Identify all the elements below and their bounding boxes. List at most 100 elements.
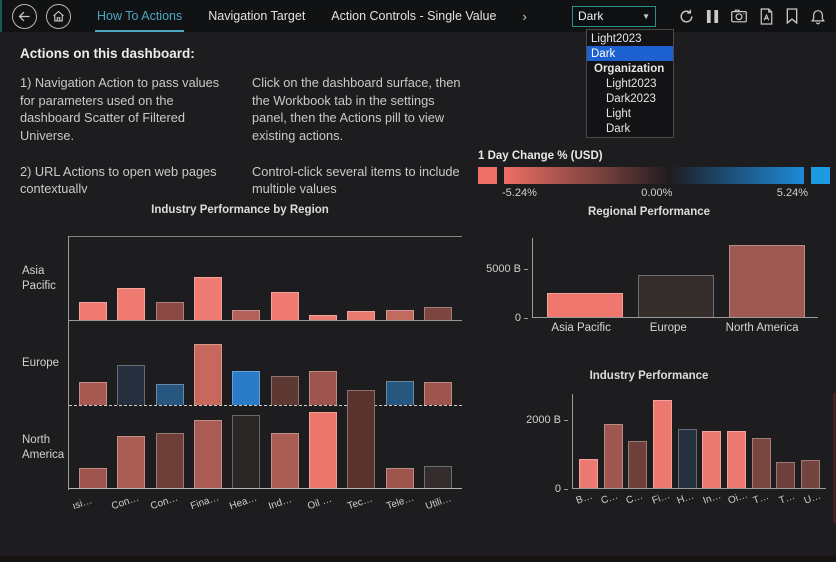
x-axis-label: B… — [574, 490, 594, 507]
theme-select[interactable]: Dark ▼ — [572, 5, 656, 27]
bar[interactable] — [578, 459, 598, 488]
bar[interactable] — [232, 310, 261, 320]
bookmark-icon[interactable] — [785, 8, 799, 24]
bar[interactable] — [117, 287, 146, 320]
bar[interactable] — [308, 370, 337, 405]
camera-icon[interactable] — [730, 8, 748, 24]
bar[interactable] — [270, 375, 299, 405]
note-paragraph: Control-click several items to include m… — [252, 163, 460, 193]
bar[interactable] — [155, 301, 184, 320]
y-axis-tick: 0 — [555, 483, 568, 495]
pause-icon[interactable] — [706, 9, 719, 24]
bar[interactable] — [628, 441, 648, 488]
bar[interactable] — [308, 411, 337, 488]
bar[interactable] — [155, 384, 184, 405]
region-label: Asia Pacific — [22, 264, 56, 292]
bar[interactable] — [232, 415, 261, 488]
x-axis-label: Tec… — [345, 493, 374, 513]
y-axis-ticks: 5000 B 0 — [470, 238, 528, 324]
bar[interactable] — [423, 465, 452, 488]
x-axis-labels: Asia Pacific Europe North America — [532, 322, 818, 334]
home-button[interactable] — [46, 3, 71, 29]
bar[interactable] — [423, 306, 452, 320]
tabs-overflow-chevron[interactable]: › — [522, 8, 527, 24]
legend-min-swatch[interactable] — [478, 167, 497, 184]
bar[interactable] — [155, 433, 184, 488]
y-tick-label: 2000 B — [526, 414, 561, 426]
bar[interactable] — [194, 276, 223, 320]
bar[interactable] — [385, 380, 414, 405]
bar[interactable] — [385, 310, 414, 320]
toolbar-actions — [678, 7, 826, 25]
bar[interactable] — [423, 382, 452, 405]
x-axis-label: North America — [725, 322, 799, 334]
bar[interactable] — [347, 390, 376, 488]
bar[interactable] — [347, 310, 376, 320]
bar[interactable] — [726, 431, 746, 488]
theme-dropdown-menu: Light2023 Dark Organization Light2023 Dark20… — [586, 29, 674, 138]
menu-item-dark[interactable]: Dark — [587, 46, 673, 61]
x-axis-label: C… — [599, 490, 620, 507]
bar[interactable] — [270, 433, 299, 488]
x-axis-label: Utili… — [424, 493, 454, 513]
bell-icon[interactable] — [810, 8, 826, 25]
region-label: Europe — [22, 357, 60, 370]
bar[interactable] — [801, 460, 821, 488]
bar[interactable] — [652, 400, 672, 488]
bar[interactable] — [79, 467, 108, 488]
bar[interactable] — [603, 424, 623, 488]
bar[interactable] — [677, 429, 697, 488]
region-axis-labels: Asia Pacific Europe North America — [22, 236, 68, 489]
legend-gradient-bar[interactable] — [504, 167, 804, 184]
legend-max-label: 5.24% — [776, 187, 808, 197]
menu-item-dark[interactable]: Dark — [606, 122, 631, 135]
x-axis-label: Con… — [149, 492, 180, 513]
bar[interactable] — [232, 370, 261, 405]
bar[interactable] — [385, 467, 414, 488]
trellis-row-0 — [69, 236, 462, 321]
bar[interactable] — [79, 301, 108, 320]
bar[interactable] — [117, 364, 146, 405]
menu-item-light2023[interactable]: Light2023 — [591, 32, 642, 45]
bar[interactable] — [637, 275, 714, 317]
x-axis-label: Fina… — [188, 492, 221, 513]
menu-item-dark2023[interactable]: Dark2023 — [606, 92, 656, 105]
export-pdf-icon[interactable] — [759, 7, 774, 25]
back-button[interactable] — [12, 3, 37, 29]
bar[interactable] — [194, 419, 223, 488]
y-tick-label: 5000 B — [486, 263, 521, 275]
y-tick-label: 0 — [554, 483, 561, 495]
page-tabs: How To Actions Navigation Target Action Co… — [84, 0, 509, 32]
bars-container — [69, 321, 462, 405]
tab-navigation-target[interactable]: Navigation Target — [208, 9, 306, 23]
x-axis-label: Fi… — [650, 490, 672, 507]
clipped-bottom-content — [0, 556, 836, 562]
bar[interactable] — [270, 291, 299, 320]
back-arrow-icon — [18, 11, 30, 21]
bar[interactable] — [194, 343, 223, 405]
bar[interactable] — [702, 431, 722, 488]
x-axis-label: Hea… — [227, 492, 259, 513]
color-scale-legend: 1 Day Change % (USD) -5.24% 0.00% 5.24% — [478, 150, 830, 197]
bar[interactable] — [728, 245, 805, 317]
note-paragraph: Click on the dashboard surface, then the… — [252, 75, 461, 143]
menu-item-light2023[interactable]: Light2023 — [606, 77, 657, 90]
bars-container — [69, 237, 462, 320]
tab-action-controls-single-value[interactable]: Action Controls - Single Value — [331, 9, 497, 23]
bar[interactable] — [117, 435, 146, 488]
x-axis-label: H… — [675, 490, 696, 507]
menu-item-light[interactable]: Light — [606, 107, 631, 120]
bar[interactable] — [776, 462, 796, 488]
bar[interactable] — [308, 315, 337, 320]
x-axis-label: U… — [802, 490, 823, 507]
legend-mid-label: 0.00% — [641, 187, 673, 197]
bar[interactable] — [79, 382, 108, 405]
bar[interactable] — [546, 293, 623, 317]
tab-how-to-actions[interactable]: How To Actions — [84, 0, 195, 32]
refresh-icon[interactable] — [678, 8, 695, 25]
bar[interactable] — [751, 438, 771, 488]
legend-max-swatch[interactable] — [811, 167, 830, 184]
home-icon — [53, 10, 64, 21]
